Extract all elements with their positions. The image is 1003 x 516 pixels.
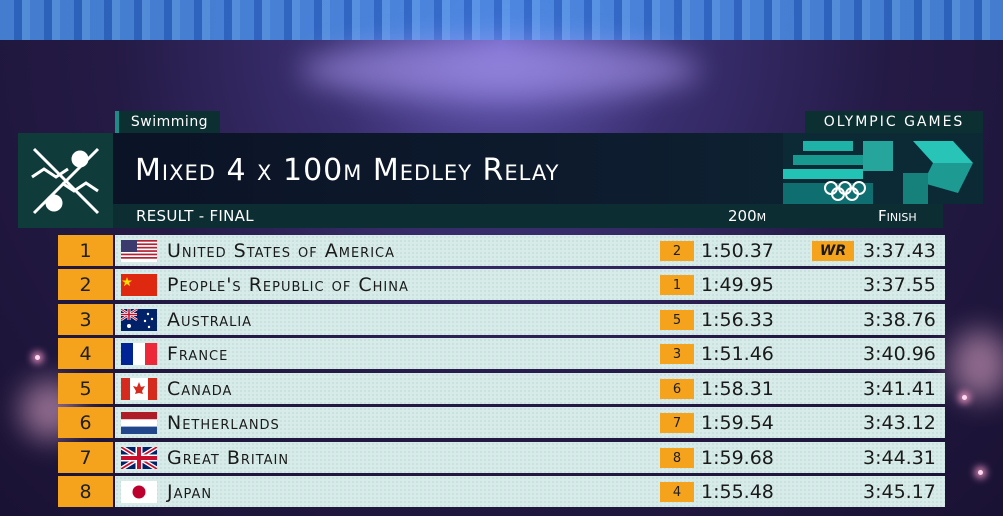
table-row: 8 Japan 4 1:55.48 3:45.17 xyxy=(58,476,945,507)
split-rank-badge: 5 xyxy=(660,310,694,330)
rank-badge: 1 xyxy=(58,235,113,266)
finish-time: 3:37.43 xyxy=(863,240,936,262)
france-flag xyxy=(121,343,157,365)
rank-badge: 2 xyxy=(58,269,113,300)
row-body: Great Britain 8 1:59.68 3:44.31 xyxy=(115,442,945,473)
row-body: People's Republic of China 1 1:49.95 3:3… xyxy=(115,269,945,300)
finish-time: 3:41.41 xyxy=(863,378,936,400)
canada-flag xyxy=(121,378,157,400)
row-body: France 3 1:51.46 3:40.96 xyxy=(115,338,945,369)
rank-badge: 3 xyxy=(58,304,113,335)
split-rank-badge: 4 xyxy=(660,482,694,502)
results-header-bar: RESULT - FINAL 200m Finish xyxy=(113,204,943,228)
background-glow xyxy=(950,330,1003,400)
country-name: France xyxy=(167,343,229,365)
usa-flag xyxy=(121,240,157,262)
australia-flag xyxy=(121,309,157,331)
split-rank-badge: 3 xyxy=(660,344,694,364)
finish-time: 3:44.31 xyxy=(863,447,936,469)
finish-column-header: Finish xyxy=(878,207,917,225)
split-time: 1:51.46 xyxy=(701,343,774,365)
split-time: 1:59.68 xyxy=(701,447,774,469)
row-body: Netherlands 7 1:59.54 3:43.12 xyxy=(115,407,945,438)
light-spark xyxy=(35,355,40,360)
rank-badge: 6 xyxy=(58,407,113,438)
finish-time: 3:37.55 xyxy=(863,274,936,296)
table-row: 1 United States of America 2 1:50.37 WR … xyxy=(58,235,945,266)
netherlands-flag xyxy=(121,412,157,434)
split-rank-badge: 8 xyxy=(660,448,694,468)
rank-badge: 4 xyxy=(58,338,113,369)
split-rank-badge: 6 xyxy=(660,379,694,399)
split-time: 1:59.54 xyxy=(701,412,774,434)
country-name: Netherlands xyxy=(167,412,280,434)
sport-tag: Swimming xyxy=(115,111,220,133)
event-title: Mixed 4 x 100m Medley Relay xyxy=(135,153,560,188)
result-label: RESULT - FINAL xyxy=(136,207,254,225)
country-name: Australia xyxy=(167,309,253,331)
table-row: 3 Australia 5 1:56.33 3:38.76 xyxy=(58,304,945,335)
light-spark xyxy=(962,395,967,400)
country-name: United States of America xyxy=(167,240,396,262)
country-name: Canada xyxy=(167,378,233,400)
great-britain-flag xyxy=(121,447,157,469)
swimming-pictogram-icon xyxy=(18,133,113,228)
rank-badge: 5 xyxy=(58,373,113,404)
split-time: 1:56.33 xyxy=(701,309,774,331)
table-row: 7 Great Britain 8 1:59.68 3:44.31 xyxy=(58,442,945,473)
light-spark xyxy=(978,470,983,475)
finish-time: 3:45.17 xyxy=(863,481,936,503)
rank-badge: 8 xyxy=(58,476,113,507)
stadium-lights-banner xyxy=(0,0,1003,40)
japan-flag xyxy=(121,481,157,503)
rank-badge: 7 xyxy=(58,442,113,473)
split-time: 1:49.95 xyxy=(701,274,774,296)
paris-2024-emblem-icon xyxy=(783,133,983,204)
finish-time: 3:40.96 xyxy=(863,343,936,365)
games-tag: OLYMPIC GAMES xyxy=(805,111,983,133)
table-row: 5 Canada 6 1:58.31 3:41.41 xyxy=(58,373,945,404)
event-title-bar: Mixed 4 x 100m Medley Relay xyxy=(113,133,983,204)
row-body: Canada 6 1:58.31 3:41.41 xyxy=(115,373,945,404)
split-column-header: 200m xyxy=(728,207,767,225)
split-rank-badge: 7 xyxy=(660,413,694,433)
split-time: 1:50.37 xyxy=(701,240,774,262)
split-time: 1:55.48 xyxy=(701,481,774,503)
split-rank-badge: 1 xyxy=(660,275,694,295)
table-row: 2 People's Republic of China 1 1:49.95 3… xyxy=(58,269,945,300)
country-name: People's Republic of China xyxy=(167,274,409,296)
finish-time: 3:43.12 xyxy=(863,412,936,434)
row-body: Australia 5 1:56.33 3:38.76 xyxy=(115,304,945,335)
country-name: Japan xyxy=(167,481,213,503)
world-record-badge: WR xyxy=(812,241,854,261)
table-row: 6 Netherlands 7 1:59.54 3:43.12 xyxy=(58,407,945,438)
background-glow xyxy=(300,40,700,100)
row-body: Japan 4 1:55.48 3:45.17 xyxy=(115,476,945,507)
split-time: 1:58.31 xyxy=(701,378,774,400)
finish-time: 3:38.76 xyxy=(863,309,936,331)
row-body: United States of America 2 1:50.37 WR 3:… xyxy=(115,235,945,266)
country-name: Great Britain xyxy=(167,447,290,469)
china-flag xyxy=(121,274,157,296)
split-rank-badge: 2 xyxy=(660,241,694,261)
table-row: 4 France 3 1:51.46 3:40.96 xyxy=(58,338,945,369)
